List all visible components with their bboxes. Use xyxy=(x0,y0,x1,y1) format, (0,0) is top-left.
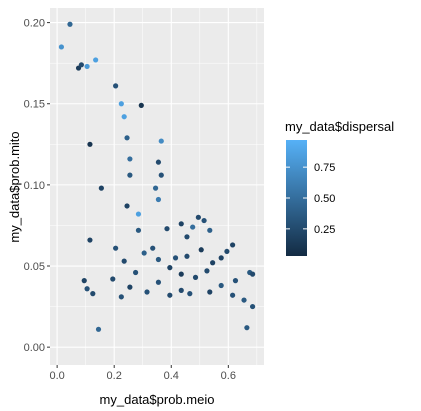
data-point xyxy=(127,172,133,178)
data-point xyxy=(87,237,93,243)
data-point xyxy=(93,57,99,63)
y-tick-label: 0.10 xyxy=(24,180,45,192)
x-tick-label: 0.0 xyxy=(49,370,64,382)
data-point xyxy=(207,227,213,233)
x-tick-label: 0.6 xyxy=(221,370,236,382)
data-point xyxy=(204,268,210,274)
data-point xyxy=(155,196,162,203)
data-points xyxy=(58,21,256,332)
data-point xyxy=(127,156,133,162)
data-point xyxy=(244,325,250,331)
data-point xyxy=(158,138,164,144)
y-tick-label: 0.20 xyxy=(24,18,45,30)
y-tick-label: 0.00 xyxy=(24,342,45,354)
legend-tick-label: 0.50 xyxy=(314,193,335,205)
data-point xyxy=(184,234,190,240)
x-tick-label: 0.2 xyxy=(107,370,122,382)
legend-tick-label: 0.25 xyxy=(314,224,335,236)
data-point xyxy=(124,203,130,209)
data-point xyxy=(133,269,139,276)
data-point xyxy=(155,256,162,263)
data-point xyxy=(118,294,124,300)
data-point xyxy=(167,265,173,271)
y-tick-label: 0.05 xyxy=(24,261,45,273)
legend-colorbar xyxy=(286,140,307,256)
data-point xyxy=(118,101,124,107)
data-point xyxy=(135,211,142,217)
data-point xyxy=(158,172,164,178)
data-point xyxy=(78,62,84,68)
data-point xyxy=(178,287,184,293)
data-point xyxy=(198,247,204,253)
data-point xyxy=(150,245,156,251)
data-point xyxy=(224,248,230,255)
y-axis-ticks: 0.00 0.05 0.10 0.15 0.20 xyxy=(24,18,50,354)
data-point xyxy=(113,83,119,89)
data-point xyxy=(87,141,93,147)
data-point xyxy=(121,258,127,264)
data-point xyxy=(95,326,102,332)
legend-tick-label: 0.75 xyxy=(314,162,335,174)
y-tick-label: 0.15 xyxy=(24,99,45,111)
data-point xyxy=(210,260,216,266)
data-point xyxy=(127,284,133,290)
data-point xyxy=(218,255,224,261)
data-point xyxy=(141,250,147,256)
data-point xyxy=(172,255,179,261)
color-legend: my_data$dispersal 0.25 0.50 0.75 xyxy=(285,119,394,256)
legend-ticks: 0.25 0.50 0.75 xyxy=(286,162,335,236)
data-point xyxy=(155,279,162,285)
data-point xyxy=(192,274,199,280)
data-point xyxy=(84,286,90,292)
data-point xyxy=(90,291,96,297)
data-point xyxy=(138,102,144,108)
data-point xyxy=(81,278,87,284)
x-axis-title: my_data$prob.meio xyxy=(100,392,215,407)
data-point xyxy=(155,159,162,165)
data-point xyxy=(207,289,213,295)
data-point xyxy=(184,253,190,259)
y-axis-title: my_data$prob.mito xyxy=(7,131,22,242)
data-point xyxy=(178,221,184,227)
data-point xyxy=(230,242,236,248)
data-point xyxy=(178,271,184,277)
data-point xyxy=(187,291,193,297)
data-point xyxy=(232,278,239,284)
data-point xyxy=(135,227,142,233)
data-point xyxy=(84,63,90,70)
data-point xyxy=(124,135,130,141)
data-point xyxy=(241,297,247,303)
data-point xyxy=(58,44,65,50)
data-point xyxy=(113,245,119,251)
data-point xyxy=(164,226,170,232)
data-point xyxy=(201,217,207,224)
x-tick-label: 0.4 xyxy=(164,370,179,382)
data-point xyxy=(190,224,196,230)
data-point xyxy=(167,292,173,298)
data-point xyxy=(195,214,201,220)
grid-major xyxy=(50,8,264,365)
data-point xyxy=(98,185,104,191)
data-point xyxy=(218,282,224,289)
data-point xyxy=(121,114,127,120)
data-point xyxy=(67,21,73,27)
x-axis-ticks: 0.0 0.2 0.4 0.6 xyxy=(49,365,236,382)
data-point xyxy=(152,185,159,191)
data-point xyxy=(249,303,256,310)
data-point xyxy=(144,289,150,295)
data-point xyxy=(230,292,236,298)
legend-title: my_data$dispersal xyxy=(285,119,394,134)
data-point xyxy=(249,271,256,277)
data-point xyxy=(110,276,116,282)
